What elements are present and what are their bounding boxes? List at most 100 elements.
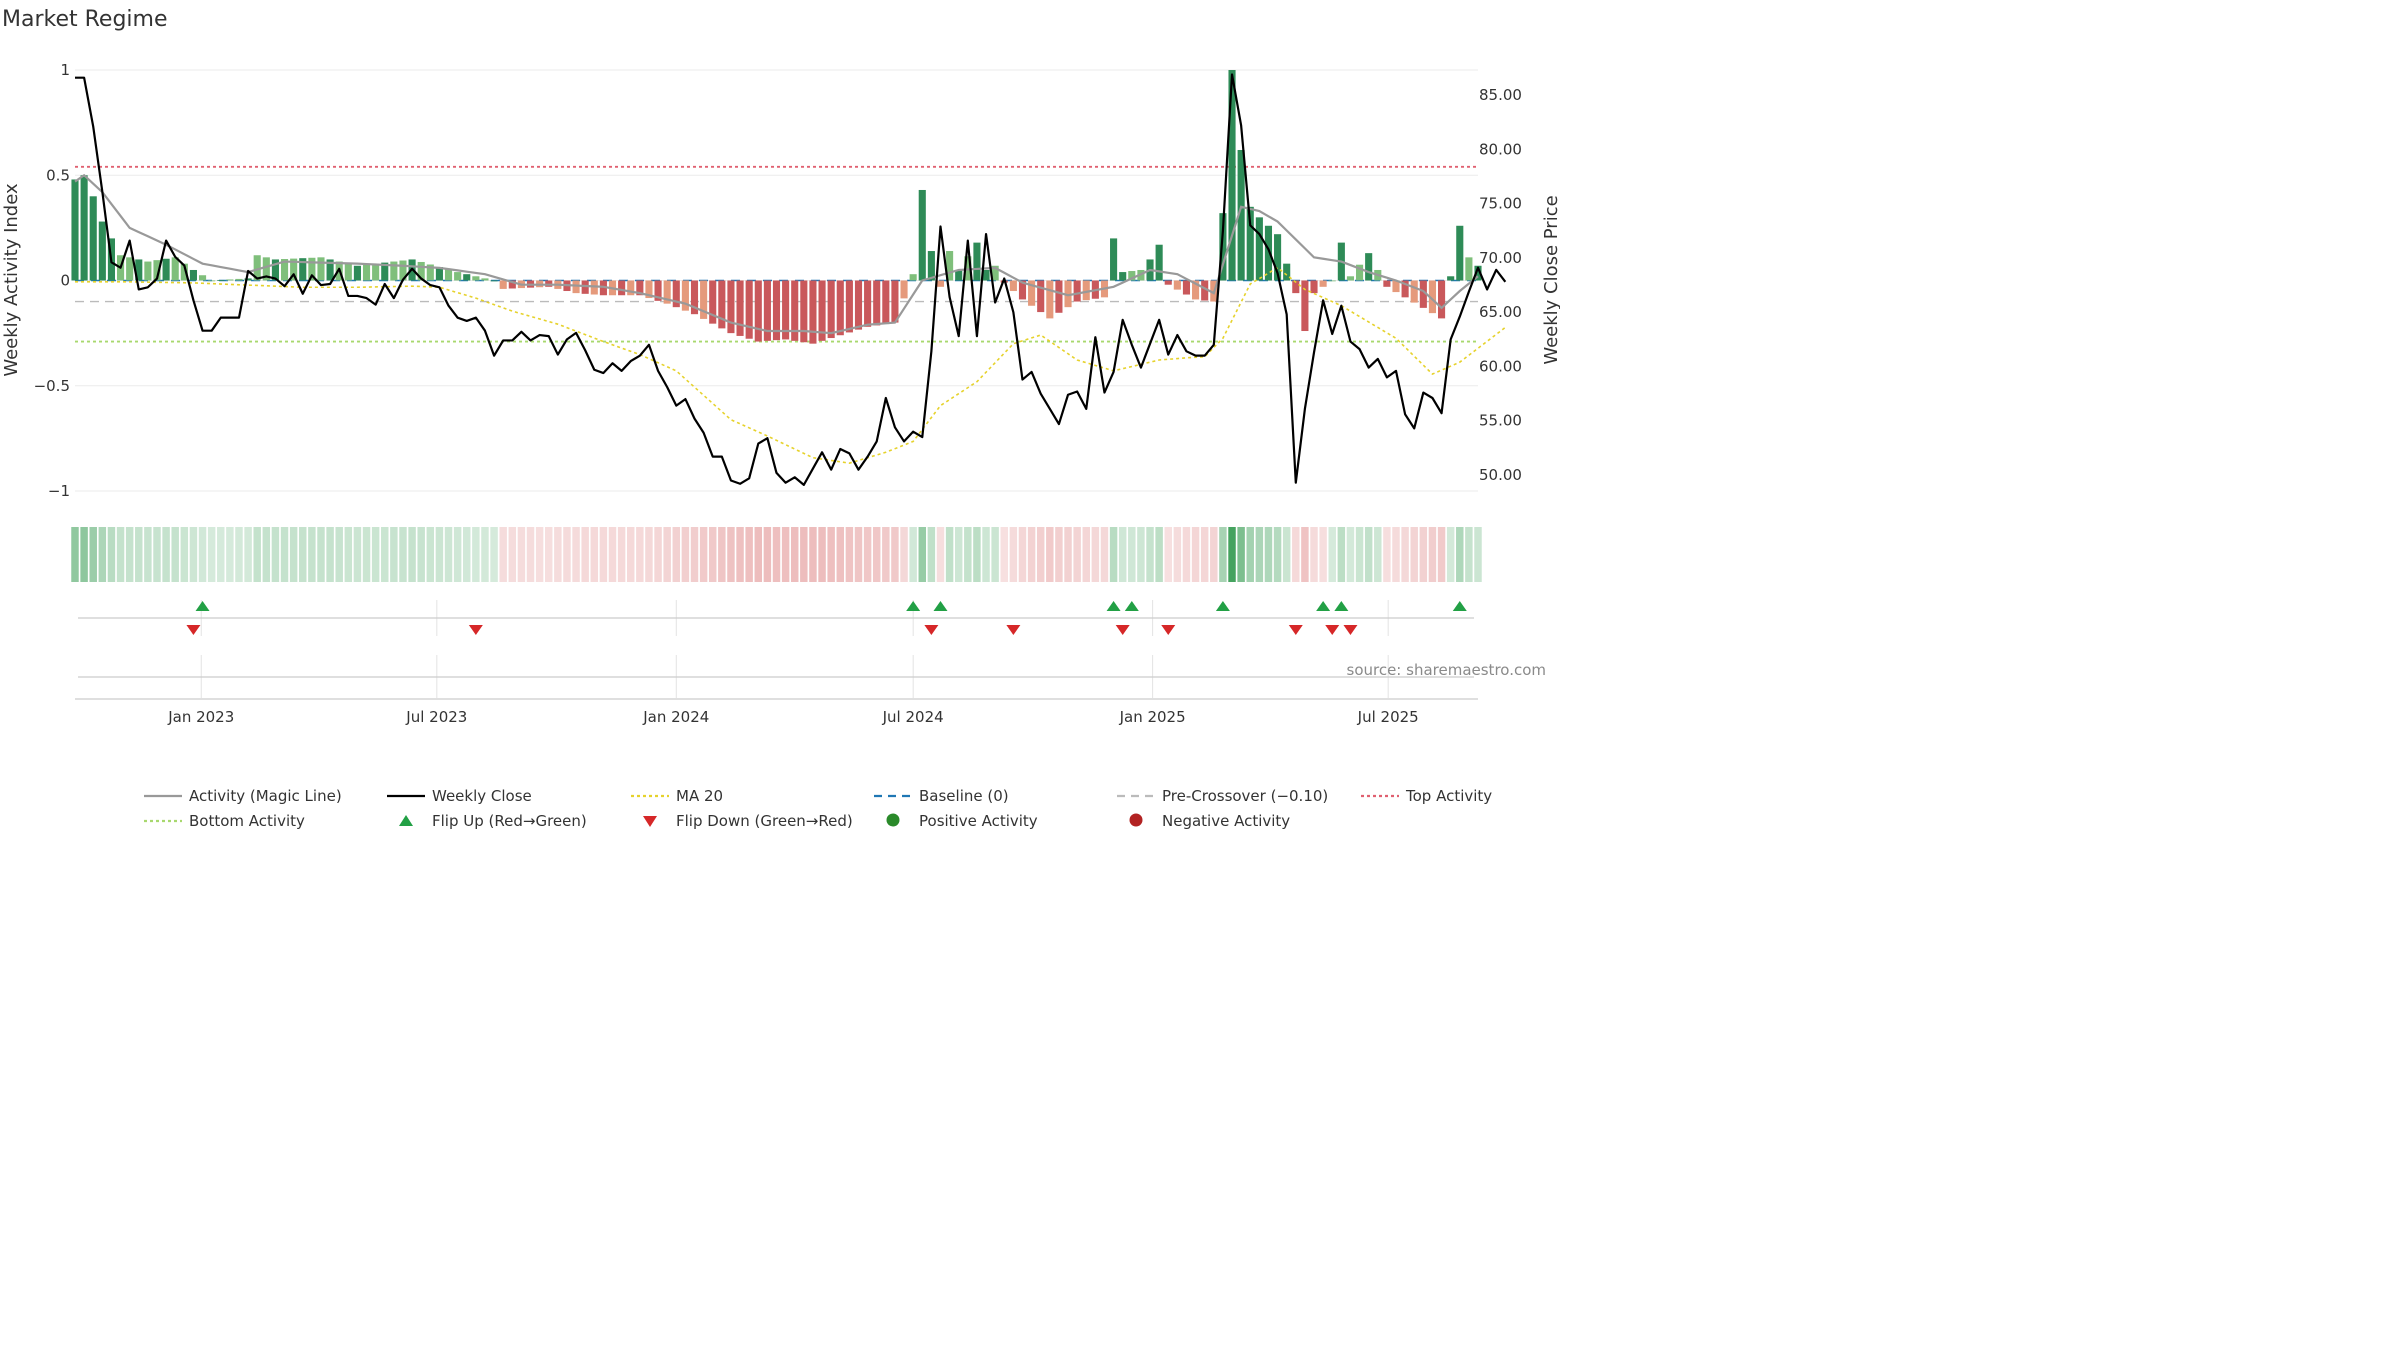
activity-bar [754,280,762,342]
activity-bar [1328,280,1336,282]
legend-swatch [399,815,413,826]
heat-cell [554,527,562,582]
heat-cell [1082,527,1090,582]
heat-cell [1246,527,1254,582]
flip-up-marker [1215,601,1230,611]
activity-bar [1438,280,1446,319]
activity-bar [1419,280,1427,308]
heat-cell [1018,527,1027,582]
heat-cell [317,527,325,582]
heat-cell [545,527,553,582]
heat-cell [1036,527,1045,582]
heat-cell [180,527,189,582]
x-tick-label: Jan 2024 [642,708,709,726]
activity-bar [235,278,243,281]
heat-cell [98,527,107,582]
activity-bars [71,70,1482,344]
activity-bar [982,269,990,281]
heat-cell [1191,527,1200,582]
activity-bar [1155,244,1163,281]
heat-cell [727,527,735,582]
flip-markers [78,601,1474,678]
weekly-close-line [75,73,1507,486]
activity-bar [290,258,298,281]
activity-bar [1110,238,1118,281]
heat-cell [1027,527,1036,582]
heat-cell [162,527,170,582]
flip-down-marker [1288,625,1303,635]
activity-bar [836,280,844,336]
heat-cell [991,527,999,582]
flip-down-marker [924,625,939,635]
legend-label: Bottom Activity [189,812,305,830]
activity-bar [736,280,744,336]
activity-bar [1119,272,1127,281]
heat-cell [581,527,589,582]
activity-bar [1082,280,1090,301]
heat-cell [235,527,243,582]
x-tick-label: Jan 2023 [167,708,234,726]
activity-bar [1192,280,1200,300]
activity-bar [1164,280,1172,285]
heat-cell [608,527,617,582]
legend-item: Activity (Magic Line) [144,787,342,805]
legend-label: Positive Activity [919,812,1038,830]
activity-bar [98,221,106,281]
heat-cell [116,527,125,582]
heat-cell [1446,527,1455,582]
activity-bar [973,242,981,281]
heat-cell [135,527,143,582]
activity-bar [845,280,853,333]
heat-cell [1219,527,1227,582]
right-tick-label: 55.00 [1479,412,1522,430]
heat-cell [827,527,835,582]
heat-cell [627,527,635,582]
activity-bar [1428,280,1436,314]
activity-bar [326,259,334,281]
legend-item: Flip Up (Red→Green) [399,812,587,830]
activity-bar [299,258,307,281]
activity-bar [280,259,289,281]
activity-bar [1292,280,1300,294]
heat-cell [781,527,790,582]
heat-cell [1383,527,1391,582]
activity-bar [399,260,407,281]
activity-bar [1237,149,1245,281]
heat-cell [1137,527,1145,582]
flip-down-marker [1325,625,1340,635]
heat-cell [1000,527,1008,582]
activity-bar [435,267,443,281]
legend-item: Top Activity [1361,787,1492,805]
heat-cell [1237,527,1245,582]
heat-cell [872,527,881,582]
left-axis-ticks: 1 0.5 0 −0.5 −1 [34,61,70,500]
activity-bar [1283,263,1291,281]
activity-bar [854,280,863,330]
heat-cell [280,527,289,582]
activity-bar [271,259,279,281]
activity-bar [253,255,261,281]
heat-cell [1437,527,1446,582]
x-tick-label: Jul 2024 [882,708,944,726]
activity-bar [1064,280,1072,308]
heat-cell [189,527,198,582]
heat-cell [1465,527,1473,582]
activity-bar [1346,276,1355,281]
activity-bar [1055,280,1063,313]
magic-line [74,173,1479,335]
heat-cell [125,527,134,582]
activity-bar [1310,280,1318,294]
heat-cell [107,527,116,582]
activity-bar [772,280,781,341]
activity-bar [208,280,216,282]
flip-down-marker [1115,625,1130,635]
flip-down-marker [1343,625,1358,635]
flip-down-marker [1161,625,1176,635]
heat-cell [1173,527,1182,582]
activity-bar [1037,280,1045,313]
x-tick-label: Jan 2025 [1119,708,1186,726]
left-tick-label: −0.5 [34,377,70,395]
heat-cell [472,527,480,582]
heat-cell [1282,527,1291,582]
heat-cell [1374,527,1382,582]
